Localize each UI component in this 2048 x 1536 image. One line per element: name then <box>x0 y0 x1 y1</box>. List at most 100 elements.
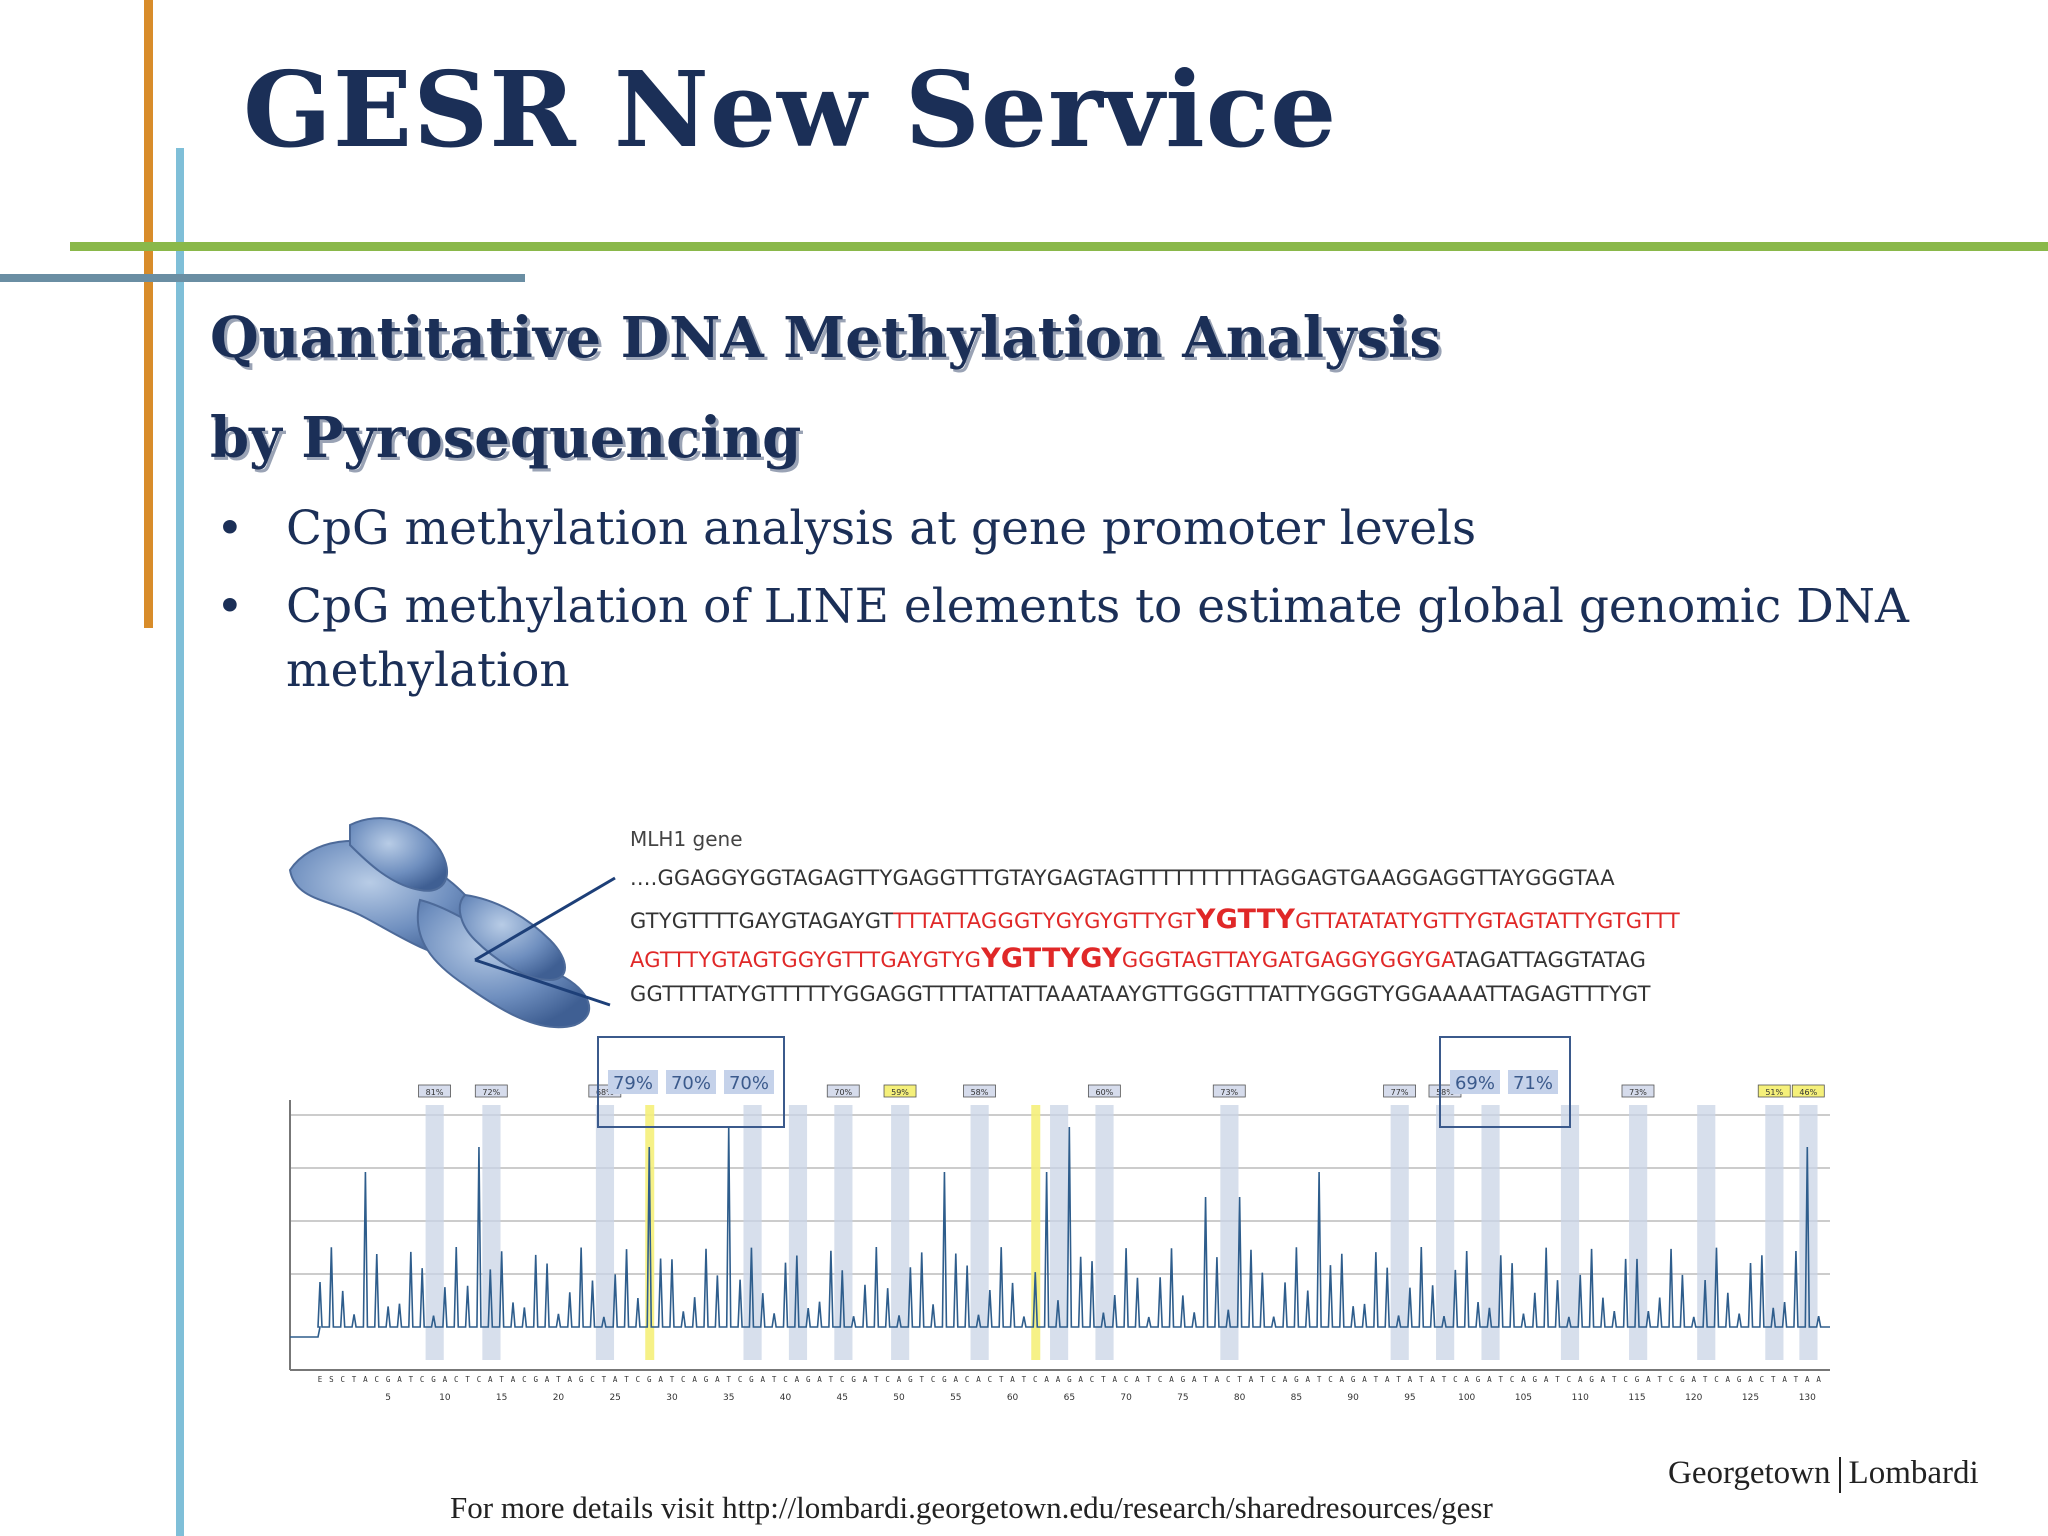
gene-label: MLH1 gene <box>630 827 743 851</box>
highlight-label-chip <box>1450 1070 1500 1094</box>
dispensation-letter: T <box>624 1375 629 1384</box>
dispensation-letter: A <box>761 1375 766 1384</box>
x-tick-label: 105 <box>1515 1393 1532 1403</box>
dispensation-letter: A <box>568 1375 573 1384</box>
steel-horizontal-line <box>0 274 525 282</box>
dispensation-letter: C <box>681 1375 686 1384</box>
x-tick-label: 120 <box>1685 1393 1702 1403</box>
dispensation-letter: A <box>817 1375 822 1384</box>
dispensation-letter: T <box>1237 1375 1242 1384</box>
sequence-segment: GGTTTTATYGTTTTTYGGAGGTTTTATTATTAAATAAYGT… <box>630 982 1651 1006</box>
x-tick-label: 20 <box>553 1393 565 1403</box>
dispensation-letter: C <box>420 1375 425 1384</box>
x-tick-label: 115 <box>1628 1393 1645 1403</box>
peak-label: 59% <box>891 1088 909 1097</box>
peak-label-chip <box>826 1084 860 1098</box>
dispensation-letter: C <box>1669 1375 1674 1384</box>
cpg-region-segment: YGTTY <box>1195 904 1296 935</box>
peak-label: 81% <box>426 1088 444 1097</box>
x-tick-label: 55 <box>950 1393 961 1403</box>
x-tick-label: 95 <box>1404 1393 1415 1403</box>
dispensation-letter: G <box>1067 1375 1072 1384</box>
dispensation-letter: C <box>1271 1375 1276 1384</box>
highlight-box <box>1439 1036 1571 1128</box>
x-tick-label: 85 <box>1291 1393 1302 1403</box>
peak-label-chip <box>1621 1084 1655 1098</box>
highlight-label-chip <box>1508 1070 1558 1094</box>
cpg-column-band <box>1220 1105 1239 1360</box>
dispensation-letter: T <box>602 1375 607 1384</box>
cpg-column-band <box>834 1105 853 1360</box>
dispensation-letter: T <box>1203 1375 1208 1384</box>
dispensation-letter: A <box>1646 1375 1651 1384</box>
dispensation-letter: T <box>1498 1375 1503 1384</box>
dispensation-letter: T <box>1396 1375 1401 1384</box>
cpg-column-band <box>1050 1105 1069 1360</box>
cpg-column-band <box>1436 1105 1455 1360</box>
x-tick-label: 125 <box>1742 1393 1759 1403</box>
cpg-column-band <box>743 1105 762 1360</box>
dispensation-letter: A <box>1169 1375 1174 1384</box>
dispensation-letter: C <box>885 1375 890 1384</box>
dispensation-letter: C <box>340 1375 345 1384</box>
peak-label: 73% <box>1629 1088 1647 1097</box>
cpg-column-band <box>1697 1105 1716 1360</box>
dispensation-letter: A <box>1748 1375 1753 1384</box>
dispensation-letter: G <box>1589 1375 1594 1384</box>
dispensation-letter: G <box>533 1375 538 1384</box>
dispensation-letter: C <box>375 1375 380 1384</box>
highlight-label-chip <box>608 1070 658 1094</box>
dispensation-letter: G <box>1533 1375 1538 1384</box>
dispensation-letter: A <box>1305 1375 1310 1384</box>
dispensation-letter: S <box>329 1375 334 1384</box>
cpg-column-band <box>1765 1105 1784 1360</box>
bullet-text: CpG methylation of LINE elements to esti… <box>286 579 1909 698</box>
dispensation-letter: A <box>1487 1375 1492 1384</box>
peak-label-chip <box>883 1084 917 1098</box>
dispensation-letter: A <box>1782 1375 1787 1384</box>
x-tick-label: 65 <box>1064 1393 1075 1403</box>
dispensation-letter: A <box>1283 1375 1288 1384</box>
sequence-line: ....GGAGGYGGTAGAGTTYGAGGTTTGTAYGAGTAGTTT… <box>630 866 1615 890</box>
dispensation-letter: A <box>1726 1375 1731 1384</box>
highlight-label: 70% <box>671 1073 711 1094</box>
dispensation-letter: G <box>647 1375 652 1384</box>
dispensation-letter: T <box>1657 1375 1662 1384</box>
dispensation-letter: A <box>1544 1375 1549 1384</box>
dispensation-letter: C <box>1714 1375 1719 1384</box>
dispensation-letter: A <box>976 1375 981 1384</box>
dispensation-letter: C <box>783 1375 788 1384</box>
dispensation-letter: A <box>511 1375 516 1384</box>
x-tick-label: 110 <box>1572 1393 1589 1403</box>
dispensation-letter: T <box>465 1375 470 1384</box>
peak-label: 58% <box>1436 1088 1454 1097</box>
dispensation-letter: C <box>1033 1375 1038 1384</box>
dispensation-letter: A <box>1135 1375 1140 1384</box>
cpg-region-segment: TTTATTAGGGTYGYGYGTTYGT <box>893 909 1196 933</box>
dispensation-letter: A <box>954 1375 959 1384</box>
x-tick-label: 130 <box>1799 1393 1816 1403</box>
dispensation-letter: T <box>829 1375 834 1384</box>
dispensation-letter: A <box>1385 1375 1390 1384</box>
dispensation-letter: C <box>1226 1375 1231 1384</box>
peak-label-chip <box>1212 1084 1246 1098</box>
dispensation-letter: C <box>1510 1375 1515 1384</box>
peak-label-chip <box>1791 1084 1825 1098</box>
x-tick-label: 15 <box>496 1393 507 1403</box>
dispensation-letter: T <box>1317 1375 1322 1384</box>
peak-label-chip <box>474 1084 508 1098</box>
dispensation-letter: A <box>1056 1375 1061 1384</box>
peak-label: 70% <box>834 1088 852 1097</box>
dispensation-letter: C <box>1328 1375 1333 1384</box>
dispensation-letter: G <box>1680 1375 1685 1384</box>
highlight-label: 79% <box>613 1073 653 1094</box>
dispensation-letter: T <box>352 1375 357 1384</box>
dispensation-letter: A <box>658 1375 663 1384</box>
peak-label-chip <box>1757 1084 1791 1098</box>
dispensation-letter: A <box>545 1375 550 1384</box>
dispensation-letter: G <box>579 1375 584 1384</box>
cpg-column-band <box>891 1105 910 1360</box>
peak-label-chip <box>963 1084 996 1098</box>
highlight-label-chip <box>666 1070 716 1094</box>
x-tick-label: 45 <box>837 1393 848 1403</box>
